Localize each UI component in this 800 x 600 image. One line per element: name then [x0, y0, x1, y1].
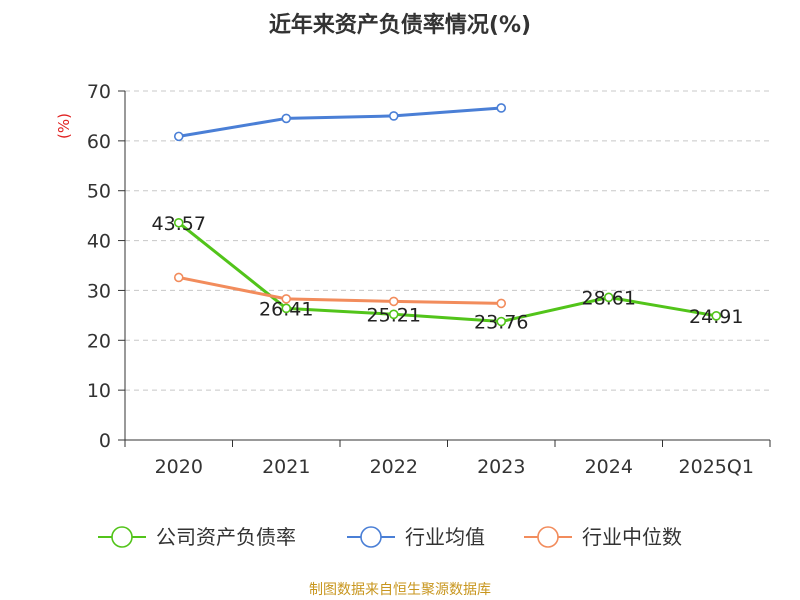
gridlines [125, 90, 770, 391]
y-tick-label: 10 [87, 380, 111, 402]
legend-marker [360, 526, 382, 548]
data-point [496, 103, 507, 113]
data-point [496, 316, 507, 327]
y-tick-label: 60 [87, 131, 111, 153]
data-label: 28.61 [582, 287, 636, 309]
y-tick-label: 40 [87, 231, 111, 253]
data-point [388, 296, 399, 307]
data-point [388, 309, 399, 320]
data-point [173, 272, 184, 283]
axes: 0 10 20 30 40 50 60 70 2020 2021 2022 2023 2024 2025Q… [87, 81, 771, 478]
data-point [281, 303, 292, 314]
y-tick-label: 0 [99, 430, 111, 452]
data-point [603, 292, 614, 303]
y-tick-label: 30 [87, 280, 111, 302]
x-tick-label: 2024 [585, 456, 633, 478]
chart-title: 近年来资产负债率情况(%) [269, 12, 531, 38]
data-label: 43.57 [152, 213, 206, 235]
y-axis-label: (%) [55, 113, 73, 139]
data-point [711, 311, 722, 321]
x-tick-label: 2021 [262, 456, 310, 478]
source-note: 制图数据来自恒生聚源数据库 [309, 582, 491, 598]
series-line [178, 106, 502, 138]
data-point [281, 113, 292, 124]
y-tick-label: 70 [87, 81, 111, 103]
legend-marker [537, 526, 559, 548]
x-tick-label: 2022 [370, 456, 418, 478]
data-point [173, 131, 184, 142]
data-point [496, 298, 507, 309]
data-label: 26.41 [259, 298, 313, 320]
x-tick-label: 2020 [155, 456, 203, 478]
legend-label: 行业中位数 [582, 525, 682, 549]
legend-label: 行业均值 [405, 525, 485, 549]
data-labels: 43.57 26.41 25.21 23.76 28.61 24.91 [152, 213, 744, 334]
data-point [173, 217, 184, 228]
data-point [388, 111, 399, 121]
data-label: 24.91 [689, 306, 743, 328]
legend-label: 公司资产负债率 [156, 525, 296, 549]
data-label: 23.76 [474, 312, 528, 334]
x-tick-label: 2025Q1 [679, 456, 754, 478]
y-tick-label: 50 [87, 181, 111, 203]
data-label: 25.21 [367, 304, 421, 326]
x-tick-label: 2023 [477, 456, 525, 478]
legend: 公司资产负债率 行业均值 行业中位数 [98, 525, 682, 549]
series-line [178, 275, 502, 305]
data-point [281, 294, 292, 304]
y-tick-label: 20 [87, 330, 111, 352]
series-layer [173, 103, 722, 327]
legend-marker [111, 526, 133, 548]
